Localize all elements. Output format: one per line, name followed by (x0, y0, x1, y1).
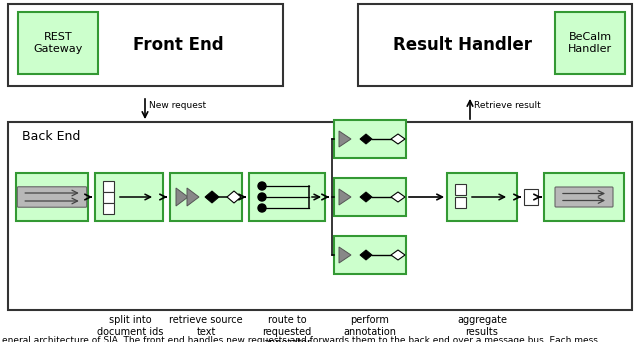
Bar (334, 178, 406, 216)
Circle shape (258, 182, 266, 190)
Polygon shape (391, 192, 405, 202)
Text: New request: New request (149, 102, 206, 110)
Text: aggregate
results: aggregate results (457, 315, 507, 337)
Polygon shape (176, 188, 188, 206)
Bar (358, 4, 632, 86)
Text: retrieve source
text: retrieve source text (169, 315, 243, 337)
Text: split into
document ids: split into document ids (97, 315, 163, 337)
Bar (16, 173, 88, 221)
FancyBboxPatch shape (555, 187, 613, 207)
Bar (555, 12, 625, 74)
Polygon shape (360, 134, 372, 144)
Bar (334, 236, 406, 274)
Bar (8, 4, 283, 86)
Bar (170, 173, 242, 221)
Polygon shape (187, 188, 199, 206)
Text: eneral architecture of SIA. The front end handles new requests and forwards them: eneral architecture of SIA. The front en… (2, 336, 598, 342)
Polygon shape (339, 189, 351, 205)
FancyBboxPatch shape (17, 187, 86, 207)
Polygon shape (391, 250, 405, 260)
Text: Retrieve result: Retrieve result (474, 102, 541, 110)
Bar (334, 120, 406, 158)
Bar (524, 189, 538, 205)
Bar (8, 122, 632, 310)
Text: REST
Gateway: REST Gateway (33, 32, 83, 54)
Text: Front End: Front End (133, 36, 224, 54)
Bar (447, 173, 517, 221)
Circle shape (258, 193, 266, 201)
Polygon shape (339, 131, 351, 147)
Bar (544, 173, 624, 221)
Bar (249, 173, 325, 221)
Text: Result Handler: Result Handler (392, 36, 532, 54)
Polygon shape (339, 247, 351, 263)
Text: route to
requested
annotator: route to requested annotator (262, 315, 312, 342)
Polygon shape (360, 250, 372, 260)
Circle shape (258, 204, 266, 212)
Polygon shape (360, 192, 372, 202)
Polygon shape (391, 134, 405, 144)
Text: BeCalm
Handler: BeCalm Handler (568, 32, 612, 54)
Polygon shape (227, 191, 241, 203)
Polygon shape (205, 191, 219, 203)
Bar (95, 173, 163, 221)
Text: perform
annotation: perform annotation (344, 315, 397, 337)
Bar (103, 181, 114, 192)
Bar (103, 202, 114, 213)
Bar (455, 184, 466, 195)
Bar (103, 192, 114, 202)
Bar (18, 12, 98, 74)
Bar (455, 197, 466, 208)
Text: Back End: Back End (22, 130, 81, 143)
